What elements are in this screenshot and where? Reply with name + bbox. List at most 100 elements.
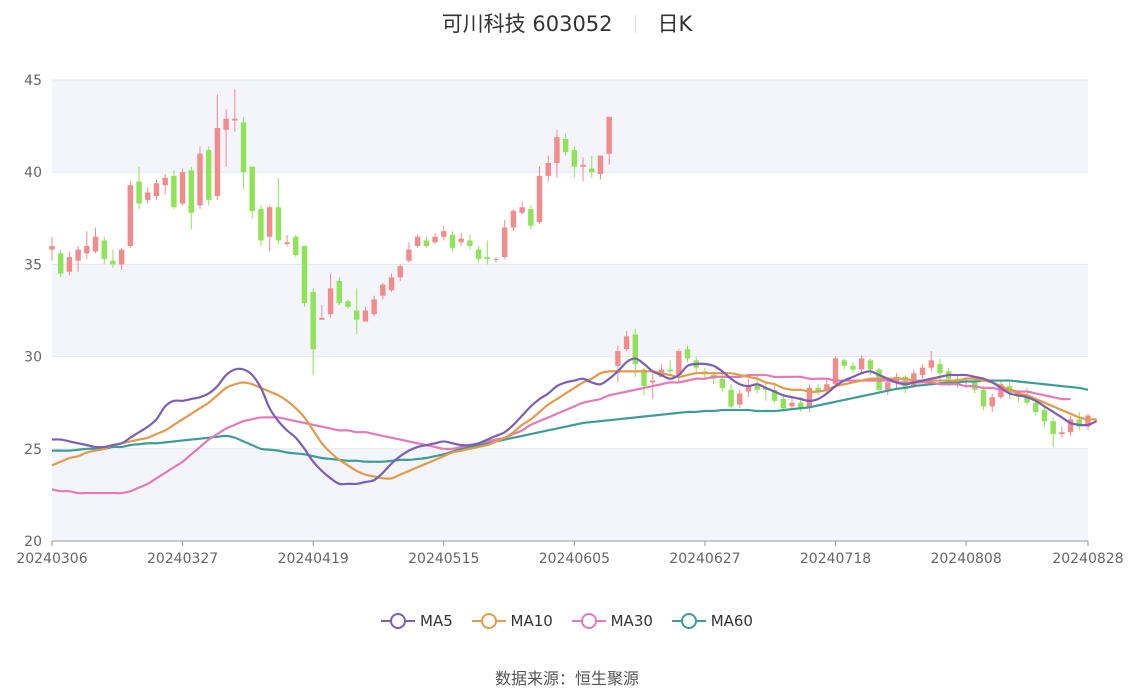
candle-body: [510, 210, 517, 228]
candle-body: [223, 118, 229, 130]
candle-body: [284, 242, 290, 245]
candle-body: [676, 351, 682, 376]
data-source: 数据来源：恒生聚源: [0, 665, 1134, 689]
candle-body: [397, 266, 403, 278]
candle-body: [1050, 421, 1056, 435]
legend-ma30-label: MA30: [610, 612, 653, 630]
candle-body: [597, 155, 604, 175]
candle-body: [66, 257, 73, 272]
candle-body: [162, 177, 168, 186]
legend-ma10-symbol: [471, 613, 506, 629]
candle-body: [632, 334, 638, 364]
legend-ma30[interactable]: MA30: [571, 612, 653, 630]
candle-body: [667, 369, 673, 372]
candle-body: [293, 236, 299, 256]
candle-body: [858, 358, 865, 370]
candle-body: [118, 249, 125, 265]
candle-body: [58, 253, 64, 274]
candle-body: [362, 310, 369, 322]
candle-body: [554, 137, 560, 163]
candle-body: [301, 245, 308, 304]
legend-ma10-label: MA10: [510, 612, 553, 630]
period-label[interactable]: 日K: [657, 12, 693, 36]
legend-ma60[interactable]: MA60: [671, 612, 753, 630]
candle-body: [145, 192, 151, 200]
chart-title: 可川科技 603052 日K: [0, 8, 1134, 38]
legend-ma60-symbol: [671, 613, 706, 629]
grid-band: [52, 264, 1088, 357]
candle-body: [589, 168, 595, 173]
candle-body: [136, 181, 142, 204]
candle-body: [937, 363, 943, 374]
candle-body: [806, 387, 813, 409]
candle-body: [798, 402, 804, 409]
candle-body: [623, 336, 630, 350]
candle-body: [1067, 419, 1074, 433]
candle-body: [371, 299, 377, 315]
legend-ma30-symbol: [571, 613, 606, 629]
candle-body: [1033, 402, 1039, 412]
candle-body: [771, 389, 778, 401]
candle-body: [345, 301, 351, 307]
candle-body: [84, 245, 90, 254]
candle-body: [493, 258, 499, 260]
candle-body: [867, 360, 874, 370]
candle-body: [232, 118, 238, 121]
candle-body: [719, 378, 726, 388]
grid-band: [52, 448, 1088, 541]
candle-body: [885, 382, 891, 390]
stock-name: 可川科技 603052: [441, 12, 613, 36]
candle-body: [562, 139, 569, 152]
x-tick-label: 20240718: [800, 551, 871, 567]
candle-body: [380, 284, 386, 296]
candle-body: [388, 277, 395, 291]
candle-body: [745, 386, 752, 392]
ma5-line: [51, 357, 1098, 486]
candle-body: [110, 260, 116, 265]
candle-body: [179, 172, 186, 204]
candle-body: [266, 207, 273, 237]
candle-body: [75, 249, 81, 261]
candle-body: [919, 367, 926, 376]
candle-body: [214, 127, 221, 197]
candle-body: [240, 122, 247, 173]
candle-body: [336, 280, 342, 304]
candle-body: [327, 288, 334, 315]
candle-body: [467, 240, 473, 246]
candle-body: [475, 249, 482, 259]
candle-body: [545, 162, 551, 176]
candle-body: [449, 234, 456, 248]
candle-body: [606, 116, 612, 154]
candle-body: [441, 231, 447, 237]
candle-body: [432, 236, 438, 243]
legend-ma5-symbol: [381, 613, 415, 629]
candle-body: [989, 397, 995, 407]
legend-ma5-label: MA5: [420, 612, 453, 630]
candle-body: [258, 209, 264, 241]
candle-body: [153, 183, 160, 197]
candle-body: [571, 150, 578, 167]
candle-body: [406, 249, 412, 261]
candle-body: [101, 240, 107, 259]
candle-body: [789, 402, 795, 407]
legend-ma5[interactable]: MA5: [381, 612, 453, 630]
y-tick-label: 40: [24, 165, 42, 181]
candle-body: [1076, 419, 1082, 427]
x-tick-label: 20240828: [1052, 551, 1123, 567]
title-separator: [634, 15, 636, 33]
legend-ma10[interactable]: MA10: [471, 612, 553, 630]
data-source-value: 恒生聚源: [575, 669, 640, 688]
candle-body: [980, 389, 987, 407]
y-tick-label: 25: [24, 442, 42, 458]
candle-body: [1024, 397, 1030, 403]
candle-body: [275, 207, 282, 241]
legend-ma60-label: MA60: [710, 612, 753, 630]
candle-body: [310, 292, 316, 350]
candle-body: [528, 209, 534, 226]
candle-body: [824, 384, 830, 390]
candle-body: [1041, 410, 1048, 422]
x-tick-label: 20240419: [278, 551, 349, 567]
candle-body: [423, 240, 430, 246]
candle-body: [206, 150, 212, 200]
chart-legend: MA5 MA10 MA30 MA60: [0, 612, 1134, 633]
